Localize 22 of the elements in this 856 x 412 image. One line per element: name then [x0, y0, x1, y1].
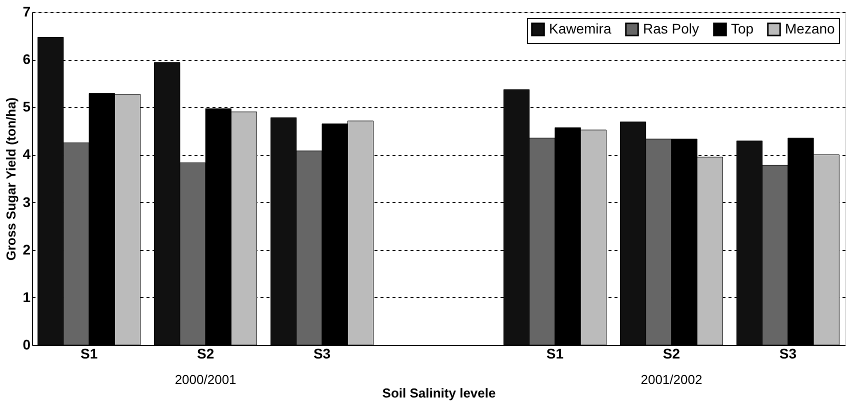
legend-label: Ras Poly — [643, 20, 700, 36]
y-tick-label: 7 — [22, 4, 31, 20]
x-tick-label: S2 — [196, 346, 214, 362]
y-tick-label: 5 — [22, 98, 31, 115]
y-tick-label: 6 — [22, 51, 31, 68]
x-axis-title: Soil Salinity levele — [382, 386, 496, 400]
x-tick-label: S3 — [779, 346, 797, 362]
legend-label: Top — [731, 20, 754, 36]
y-tick-label: 4 — [22, 146, 31, 162]
legend-label: Mezano — [785, 20, 836, 36]
y-tick-label: 2 — [22, 241, 31, 258]
y-tick-label: 1 — [22, 288, 31, 305]
legend-label: Kawemira — [549, 20, 612, 36]
y-tick-label: 0 — [22, 336, 31, 352]
y-axis-title: Gross Sugar Yield (ton/ha) — [4, 97, 19, 261]
y-tick-label: 3 — [22, 194, 31, 210]
text: 2001/2002 — [640, 372, 702, 387]
x-tick-label: S3 — [313, 346, 331, 362]
x-tick-label: S1 — [546, 346, 564, 362]
x-tick-label: S1 — [80, 346, 98, 362]
x-tick-label: S2 — [662, 346, 680, 362]
text: 2000/2001 — [174, 372, 236, 387]
